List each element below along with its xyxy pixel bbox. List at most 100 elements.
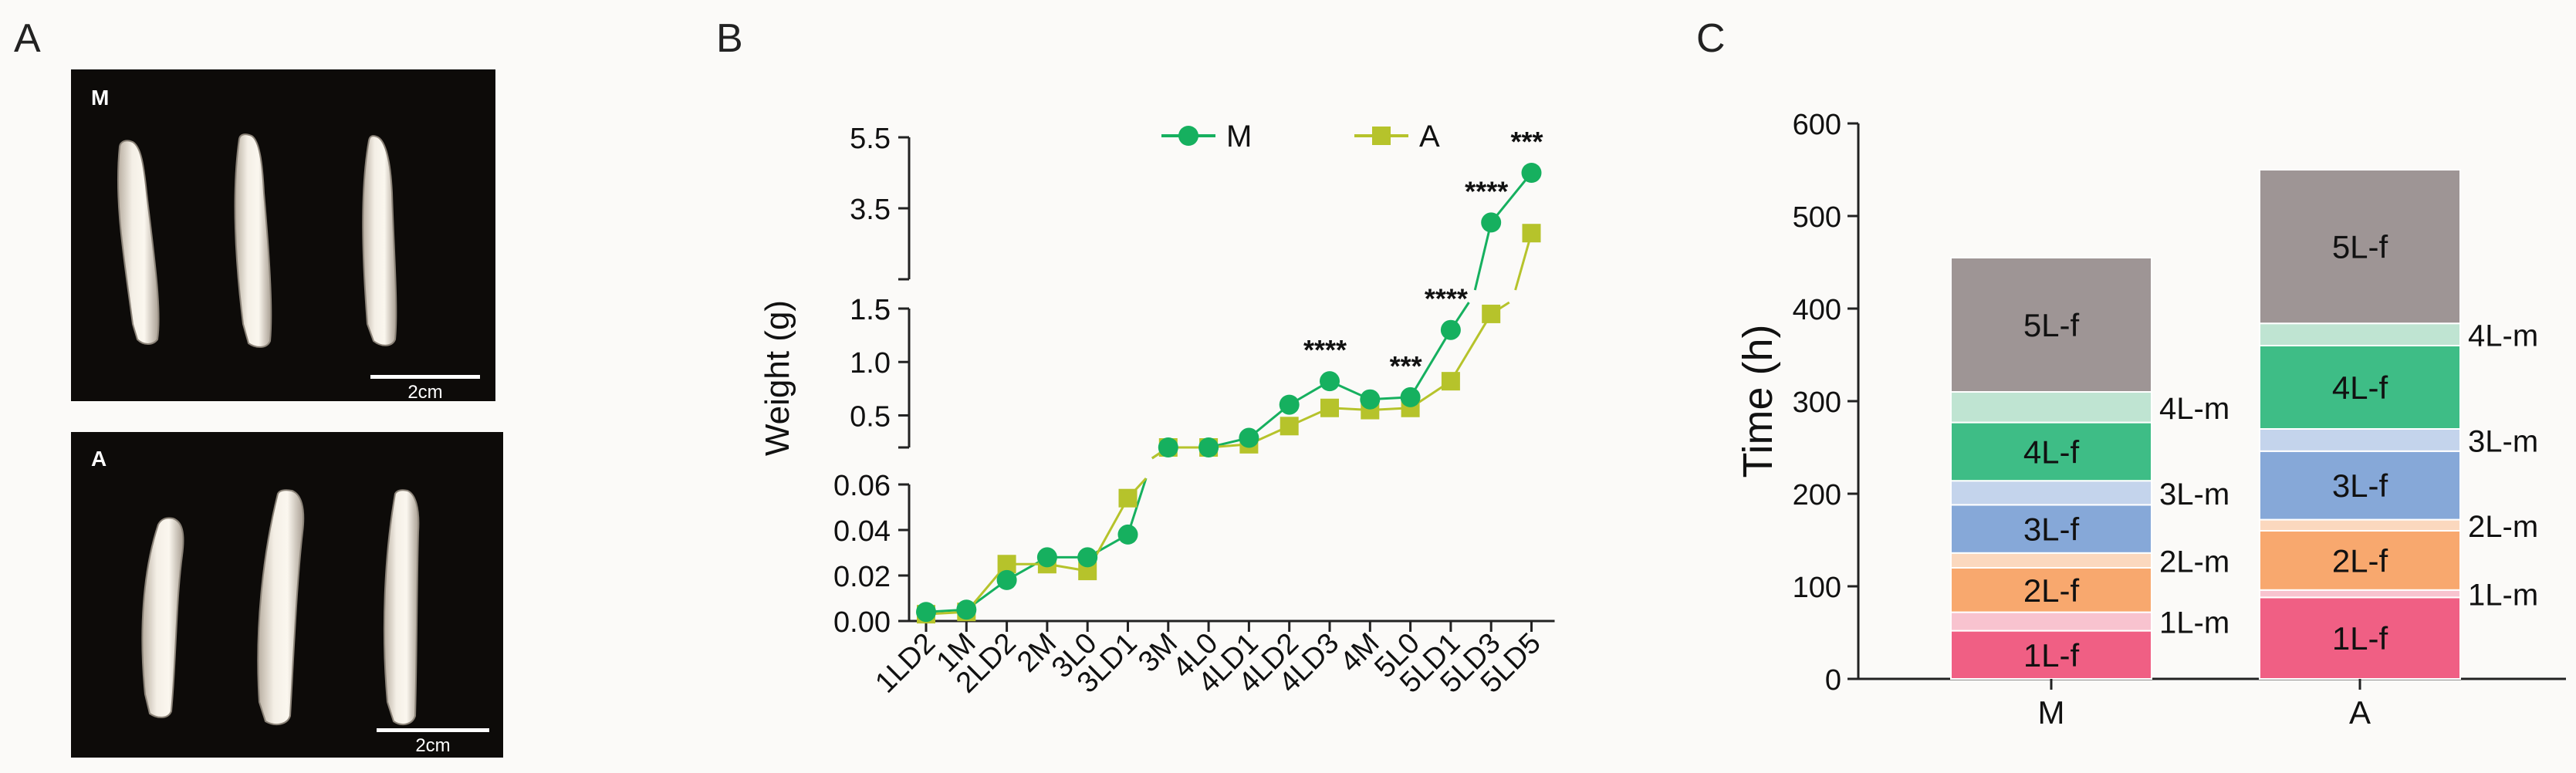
segment-label: 2L-m bbox=[2468, 510, 2538, 544]
segment-label: 1L-f bbox=[2332, 620, 2388, 657]
data-point-M bbox=[1320, 371, 1340, 392]
significance-annotation: **** bbox=[1303, 334, 1347, 366]
bar-segment-1L-f bbox=[2259, 596, 2461, 680]
scale-bar bbox=[377, 728, 489, 732]
y-tick-label: 0.06 bbox=[833, 470, 891, 502]
panel-letter-a: A bbox=[14, 16, 41, 61]
segment-label: 4L-m bbox=[2159, 392, 2229, 426]
significance-annotation: **** bbox=[1425, 283, 1468, 315]
significance-annotation: **** bbox=[1465, 175, 1508, 207]
y-tick-label: 1.0 bbox=[850, 347, 891, 380]
bar-segment-4L-m bbox=[2259, 322, 2461, 347]
segment-label: 3L-f bbox=[2332, 468, 2388, 504]
segment-label: 4L-m bbox=[2468, 319, 2538, 353]
data-point-A bbox=[1320, 398, 1339, 417]
larva-icon bbox=[141, 517, 184, 718]
bar-segment-3L-m bbox=[1950, 480, 2152, 506]
scale-bar-label: 2cm bbox=[415, 735, 450, 756]
y-tick-label: 0 bbox=[1825, 664, 1841, 697]
segment-label: 1L-f bbox=[2023, 637, 2080, 673]
data-point-M bbox=[1521, 163, 1542, 183]
scale-bar-label: 2cm bbox=[407, 382, 442, 403]
bar-segment-1L-f bbox=[1950, 630, 2152, 680]
data-point-A bbox=[1441, 372, 1460, 391]
larva-icon bbox=[362, 135, 397, 346]
bar-segment-4L-f bbox=[1950, 421, 2152, 482]
data-point-M bbox=[956, 599, 977, 620]
bar-segment-4L-f bbox=[2259, 345, 2461, 430]
panel-a-photos: M 2cm A 2cm bbox=[71, 69, 503, 758]
segment-label: 4L-f bbox=[2023, 434, 2080, 470]
larva-icon bbox=[234, 133, 272, 348]
significance-annotation: *** bbox=[1510, 126, 1543, 157]
legend-label-M: M bbox=[1226, 120, 1252, 154]
series-line-A bbox=[1514, 232, 1533, 291]
y-tick-label: 400 bbox=[1793, 294, 1841, 326]
larva-icon bbox=[117, 140, 160, 345]
legend-marker-M bbox=[1178, 126, 1198, 146]
data-point-M bbox=[996, 569, 1017, 590]
data-point-M bbox=[1440, 319, 1461, 340]
segment-label: 1L-m bbox=[2468, 579, 2538, 613]
data-point-M bbox=[1158, 437, 1178, 457]
x-tick-label: M bbox=[2038, 694, 2065, 731]
bar-segment-1L-m bbox=[1950, 611, 2152, 632]
data-point-M bbox=[1198, 437, 1219, 457]
data-point-M bbox=[1279, 394, 1300, 415]
bar-segment-2L-f bbox=[1950, 567, 2152, 613]
segment-label: 3L-m bbox=[2468, 424, 2538, 458]
bar-segment-3L-f bbox=[2259, 450, 2461, 521]
segment-label: 3L-f bbox=[2023, 511, 2080, 548]
x-tick-label: A bbox=[2349, 694, 2371, 731]
y-tick-label: 0.04 bbox=[833, 515, 891, 548]
bar-segment-5L-f bbox=[2259, 169, 2461, 325]
data-point-M bbox=[1077, 547, 1098, 568]
data-point-M bbox=[1360, 389, 1381, 410]
y-tick-label: 300 bbox=[1793, 386, 1841, 419]
data-point-M bbox=[1036, 547, 1057, 568]
y-axis-label: Weight (g) bbox=[759, 300, 796, 456]
y-tick-label: 100 bbox=[1793, 572, 1841, 604]
legend-label-A: A bbox=[1419, 120, 1440, 154]
series-line-M bbox=[1473, 222, 1493, 291]
segment-label: 5L-f bbox=[2332, 229, 2388, 265]
bar-segment-4L-m bbox=[1950, 391, 2152, 424]
photo-m-label: M bbox=[91, 86, 109, 110]
scale-bar bbox=[370, 375, 480, 379]
bar-segment-3L-m bbox=[2259, 428, 2461, 452]
y-tick-label: 200 bbox=[1793, 479, 1841, 511]
data-point-A bbox=[1280, 417, 1299, 436]
photo-m: M 2cm bbox=[71, 69, 495, 403]
photo-a: A 2cm bbox=[71, 432, 503, 758]
bar-segment-2L-m bbox=[1950, 552, 2152, 569]
y-tick-label: 5.5 bbox=[850, 123, 891, 155]
data-point-M bbox=[1481, 212, 1502, 233]
larva-icon bbox=[383, 489, 420, 726]
data-point-M bbox=[1400, 386, 1421, 407]
data-point-M bbox=[1117, 524, 1138, 545]
data-point-A bbox=[1522, 224, 1541, 243]
y-tick-label: 600 bbox=[1793, 109, 1841, 141]
data-point-M bbox=[916, 602, 936, 623]
segment-label: 4L-f bbox=[2332, 370, 2388, 406]
legend-marker-A bbox=[1372, 127, 1391, 145]
data-point-A bbox=[1482, 304, 1501, 323]
bar-segment-2L-m bbox=[2259, 518, 2461, 532]
segment-label: 2L-m bbox=[2159, 545, 2229, 579]
y-tick-label: 0.00 bbox=[833, 606, 891, 639]
series-line-M bbox=[1490, 172, 1533, 224]
y-tick-label: 0.5 bbox=[850, 400, 891, 433]
photo-a-label: A bbox=[91, 447, 106, 471]
significance-annotation: *** bbox=[1390, 350, 1422, 382]
segment-label: 3L-m bbox=[2159, 478, 2229, 511]
y-tick-label: 0.02 bbox=[833, 561, 891, 593]
segment-label: 1L-m bbox=[2159, 606, 2229, 640]
y-tick-label: 1.5 bbox=[850, 294, 891, 326]
segment-label: 2L-f bbox=[2023, 572, 2080, 609]
larva-icon bbox=[257, 489, 305, 726]
panel-letter-c: C bbox=[1696, 16, 1726, 61]
bar-segment-1L-m bbox=[2259, 589, 2461, 599]
series-line-M bbox=[1409, 329, 1452, 398]
